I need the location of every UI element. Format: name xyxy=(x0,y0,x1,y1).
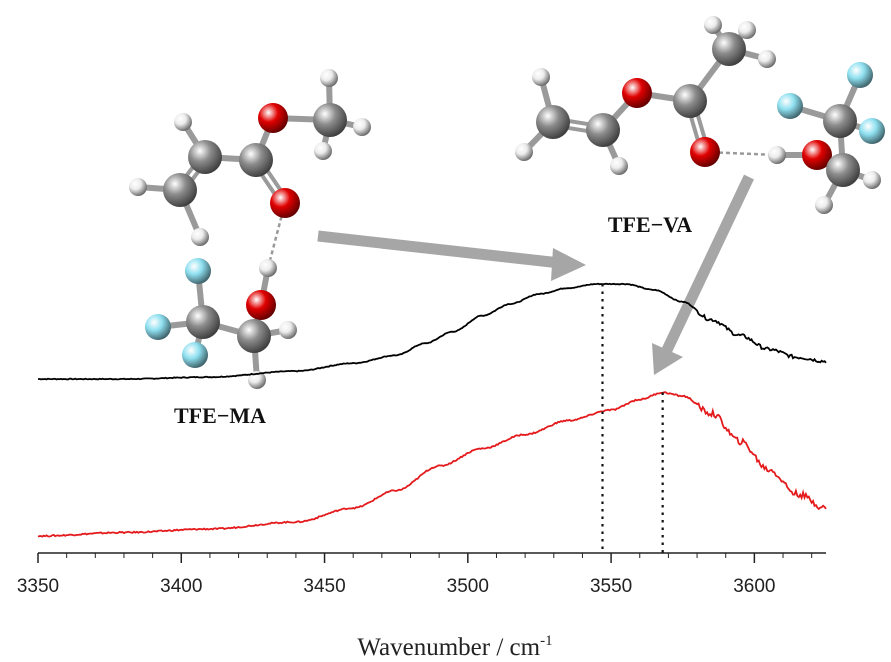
carbon-atom xyxy=(536,105,570,139)
x-tick-label: 3550 xyxy=(590,576,632,597)
oxygen-atom xyxy=(690,137,720,167)
x-tick-label: 3500 xyxy=(447,576,489,597)
hydrogen-atom xyxy=(815,196,833,214)
hydrogen-atom xyxy=(532,68,550,86)
arrow-ma-to-black-peak xyxy=(317,230,586,281)
carbon-atom xyxy=(823,104,857,138)
carbon-atom xyxy=(188,140,222,174)
hydrogen-atom xyxy=(863,171,881,189)
tfe-ma-molecule-illustration xyxy=(129,69,371,389)
arrow-va-head xyxy=(652,343,683,375)
hydrogen-atom xyxy=(704,16,722,34)
hydrogen-atom xyxy=(259,259,277,277)
x-axis-label-exponent: -1 xyxy=(540,633,553,649)
fluorine-atom xyxy=(859,118,885,144)
x-axis-label-text: Wavenumber / cm xyxy=(357,634,540,661)
hydrogen-atom xyxy=(279,321,297,339)
hydrogen-atom xyxy=(248,371,266,389)
hydrogen-atom xyxy=(758,50,776,68)
fluorine-atom xyxy=(145,314,171,340)
arrow-va-to-red-peak xyxy=(652,174,754,375)
hydrogen-atom xyxy=(768,146,786,164)
carbon-atom xyxy=(826,153,860,187)
hydrogen-atom xyxy=(738,21,756,39)
hydrogen-bond xyxy=(704,150,778,157)
oxygen-atom xyxy=(258,103,288,133)
fluorine-atom xyxy=(847,62,873,88)
arrow-va-shaft xyxy=(662,174,754,353)
x-axis-label: Wavenumber / cm-1 xyxy=(357,633,552,661)
peak-marker-layer xyxy=(601,284,664,553)
hydrogen-atom xyxy=(314,142,332,160)
carbon-atom xyxy=(163,173,197,207)
hydrogen-atom xyxy=(191,228,209,246)
fluorine-atom xyxy=(182,342,208,368)
hydrogen-atom xyxy=(353,118,371,136)
hydrogen-atom xyxy=(610,157,628,175)
fluorine-atom xyxy=(185,258,211,284)
carbon-atom xyxy=(673,84,707,118)
spectrum-series-2 xyxy=(37,391,827,538)
oxygen-atom xyxy=(270,188,300,218)
fluorine-atom xyxy=(777,93,803,119)
carbon-atom xyxy=(586,113,620,147)
x-tick-label: 3400 xyxy=(160,576,202,597)
oxygen-atom xyxy=(246,290,276,320)
tfe-ma-label: TFE−MA xyxy=(174,403,266,428)
carbon-atom xyxy=(237,319,271,353)
carbon-atom xyxy=(239,143,273,177)
x-tick-label: 3350 xyxy=(17,576,59,597)
x-tick-label: 3450 xyxy=(303,576,345,597)
x-tick-label: 3600 xyxy=(733,576,775,597)
hydrogen-atom xyxy=(320,69,338,87)
hydrogen-atom xyxy=(129,178,147,196)
hydrogen-atom xyxy=(174,113,192,131)
oxygen-atom xyxy=(802,140,832,170)
carbon-atom xyxy=(186,305,220,339)
arrow-ma-head xyxy=(551,248,586,281)
carbon-atom xyxy=(712,32,746,66)
tfe-va-molecule-illustration xyxy=(515,16,885,214)
hydrogen-atom xyxy=(515,143,533,161)
tfe-va-label: TFE−VA xyxy=(608,212,692,237)
arrow-ma-shaft xyxy=(317,230,561,269)
series-layer xyxy=(37,282,827,538)
spectrum-series-1 xyxy=(38,282,827,381)
carbon-atom xyxy=(313,103,347,137)
oxygen-atom xyxy=(622,78,652,108)
x-tick-layer: 3350 3400 3450 3500 3550 3600 xyxy=(17,553,813,597)
